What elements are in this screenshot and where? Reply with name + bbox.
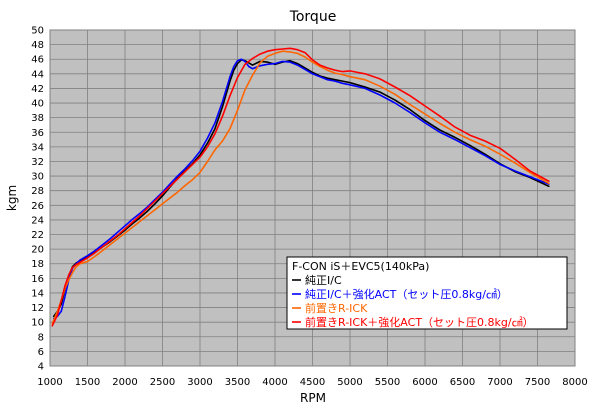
x-tick-label: 1500: [75, 377, 100, 388]
y-tick-label: 48: [31, 40, 44, 51]
x-tick-label: 8000: [562, 377, 587, 388]
x-tick-label: 2000: [112, 377, 137, 388]
x-axis-tick-labels: 1000 1500 2000 2500 3000 3500 4000 4500 5000 5500…: [37, 377, 587, 388]
y-tick-label: 16: [31, 274, 44, 285]
y-tick-label: 26: [31, 201, 44, 212]
y-tick-label: 46: [31, 55, 44, 66]
x-tick-label: 6500: [450, 377, 475, 388]
x-tick-label: 4000: [262, 377, 287, 388]
x-tick-label: 5500: [375, 377, 400, 388]
legend-entry: 純正I/C: [305, 274, 342, 287]
legend-entry: 前置きR-ICK: [305, 301, 368, 315]
y-tick-label: 44: [31, 69, 44, 80]
x-tick-label: 7500: [525, 377, 550, 388]
x-tick-label: 5000: [337, 377, 362, 388]
y-tick-label: 14: [31, 288, 44, 299]
y-tick-label: 28: [31, 186, 44, 197]
series-line-2: [53, 58, 550, 320]
x-tick-label: 6000: [412, 377, 437, 388]
legend: F-CON iS＋EVC5(140kPa) 純正I/C純正I/C＋強化ACT（セ…: [286, 256, 568, 330]
y-tick-label: 20: [31, 245, 44, 256]
y-tick-label: 34: [31, 142, 44, 153]
y-tick-label: 40: [31, 99, 44, 110]
y-tick-label: 12: [31, 303, 44, 314]
x-tick-label: 7000: [487, 377, 512, 388]
y-tick-label: 4: [38, 362, 44, 373]
x-tick-label: 1000: [37, 377, 62, 388]
y-tick-label: 24: [31, 215, 44, 226]
legend-title: F-CON iS＋EVC5(140kPa): [292, 260, 429, 273]
x-axis-label: RPM: [300, 391, 326, 405]
y-tick-label: 38: [31, 113, 44, 124]
chart-title: Torque: [289, 9, 337, 25]
legend-entry: 前置きR-ICK＋強化ACT（セット圧0.8kg/㎠）: [305, 315, 534, 329]
plot-border: [49, 29, 576, 367]
y-tick-label: 18: [31, 259, 44, 270]
y-axis-tick-labels: 4681012141618202224262830323436384042444…: [31, 26, 44, 373]
series-line-3: [51, 50, 550, 325]
y-tick-label: 10: [31, 318, 44, 329]
y-tick-label: 8: [38, 332, 44, 343]
y-axis-label: kgm: [5, 185, 19, 211]
legend-box: [286, 256, 568, 330]
x-tick-label: 3500: [225, 377, 250, 388]
series-lines: [51, 47, 550, 327]
y-tick-label: 50: [31, 26, 44, 37]
y-tick-label: 42: [31, 84, 44, 95]
series-line-4: [51, 47, 550, 327]
y-tick-label: 32: [31, 157, 44, 168]
y-tick-label: 6: [38, 347, 44, 358]
legend-items: 純正I/C純正I/C＋強化ACT（セット圧0.8kg/㎠）前置きR-ICK前置き…: [292, 274, 534, 329]
x-tick-label: 3000: [187, 377, 212, 388]
y-tick-label: 36: [31, 128, 44, 139]
x-tick-label: 2500: [150, 377, 175, 388]
legend-entry: 純正I/C＋強化ACT（セット圧0.8kg/㎠）: [305, 287, 508, 301]
y-tick-label: 30: [31, 172, 44, 183]
y-tick-label: 22: [31, 230, 44, 241]
x-tick-label: 4500: [300, 377, 325, 388]
